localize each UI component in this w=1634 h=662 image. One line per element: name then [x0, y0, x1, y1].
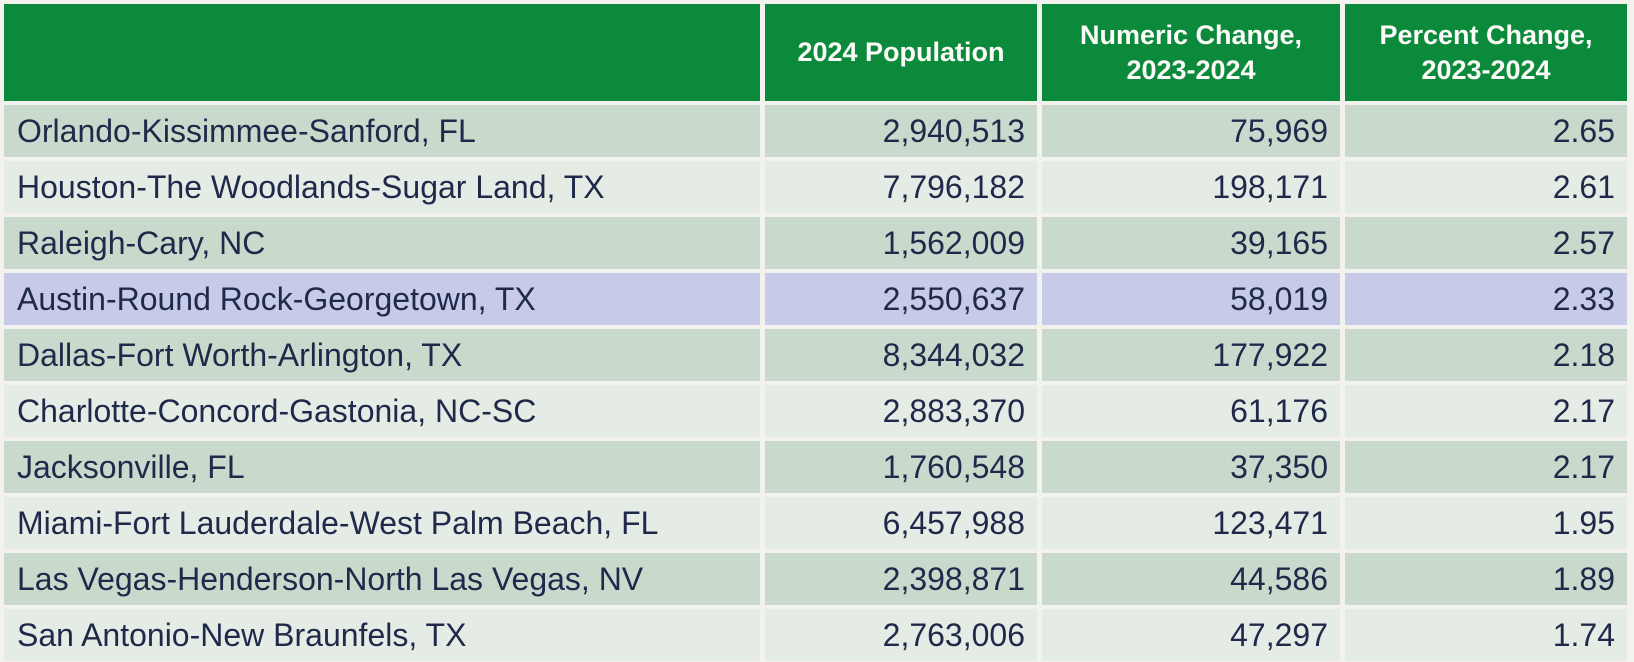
numeric-change-cell: 37,350: [1042, 441, 1340, 493]
percent-change-cell: 2.57: [1345, 217, 1627, 269]
numeric-change-cell: 198,171: [1042, 161, 1340, 213]
percent-change-cell: 2.61: [1345, 161, 1627, 213]
percent-change-cell: 2.17: [1345, 441, 1627, 493]
numeric-change-cell: 75,969: [1042, 105, 1340, 157]
percent-change-cell: 2.65: [1345, 105, 1627, 157]
population-cell: 2,398,871: [765, 553, 1037, 605]
population-cell: 1,562,009: [765, 217, 1037, 269]
population-cell: 2,550,637: [765, 273, 1037, 325]
population-cell: 8,344,032: [765, 329, 1037, 381]
population-cell: 1,760,548: [765, 441, 1037, 493]
metro-cell: San Antonio-New Braunfels, TX: [4, 609, 760, 661]
percent-change-cell: 2.18: [1345, 329, 1627, 381]
population-cell: 2,763,006: [765, 609, 1037, 661]
numeric-change-cell: 44,586: [1042, 553, 1340, 605]
metro-cell: Charlotte-Concord-Gastonia, NC-SC: [4, 385, 760, 437]
percent-change-cell: 2.33: [1345, 273, 1627, 325]
numeric-change-cell: 61,176: [1042, 385, 1340, 437]
metro-cell: Miami-Fort Lauderdale-West Palm Beach, F…: [4, 497, 760, 549]
metro-cell: Jacksonville, FL: [4, 441, 760, 493]
population-cell: 2,883,370: [765, 385, 1037, 437]
metro-cell: Dallas-Fort Worth-Arlington, TX: [4, 329, 760, 381]
numeric-change-cell: 47,297: [1042, 609, 1340, 661]
percent-change-cell: 1.95: [1345, 497, 1627, 549]
percent-change-cell: 1.89: [1345, 553, 1627, 605]
numeric-change-cell: 123,471: [1042, 497, 1340, 549]
metro-cell: Las Vegas-Henderson-North Las Vegas, NV: [4, 553, 760, 605]
header-numeric-change: Numeric Change, 2023-2024: [1042, 4, 1340, 101]
header-percent-change: Percent Change, 2023-2024: [1345, 4, 1627, 101]
metro-cell: Houston-The Woodlands-Sugar Land, TX: [4, 161, 760, 213]
population-cell: 2,940,513: [765, 105, 1037, 157]
numeric-change-cell: 39,165: [1042, 217, 1340, 269]
numeric-change-cell: 58,019: [1042, 273, 1340, 325]
header-metro-empty: [4, 4, 760, 101]
metro-cell: Raleigh-Cary, NC: [4, 217, 760, 269]
metro-cell: Orlando-Kissimmee-Sanford, FL: [4, 105, 760, 157]
population-cell: 6,457,988: [765, 497, 1037, 549]
numeric-change-cell: 177,922: [1042, 329, 1340, 381]
percent-change-cell: 1.74: [1345, 609, 1627, 661]
population-cell: 7,796,182: [765, 161, 1037, 213]
percent-change-cell: 2.17: [1345, 385, 1627, 437]
header-2024-population: 2024 Population: [765, 4, 1037, 101]
metro-cell: Austin-Round Rock-Georgetown, TX: [4, 273, 760, 325]
